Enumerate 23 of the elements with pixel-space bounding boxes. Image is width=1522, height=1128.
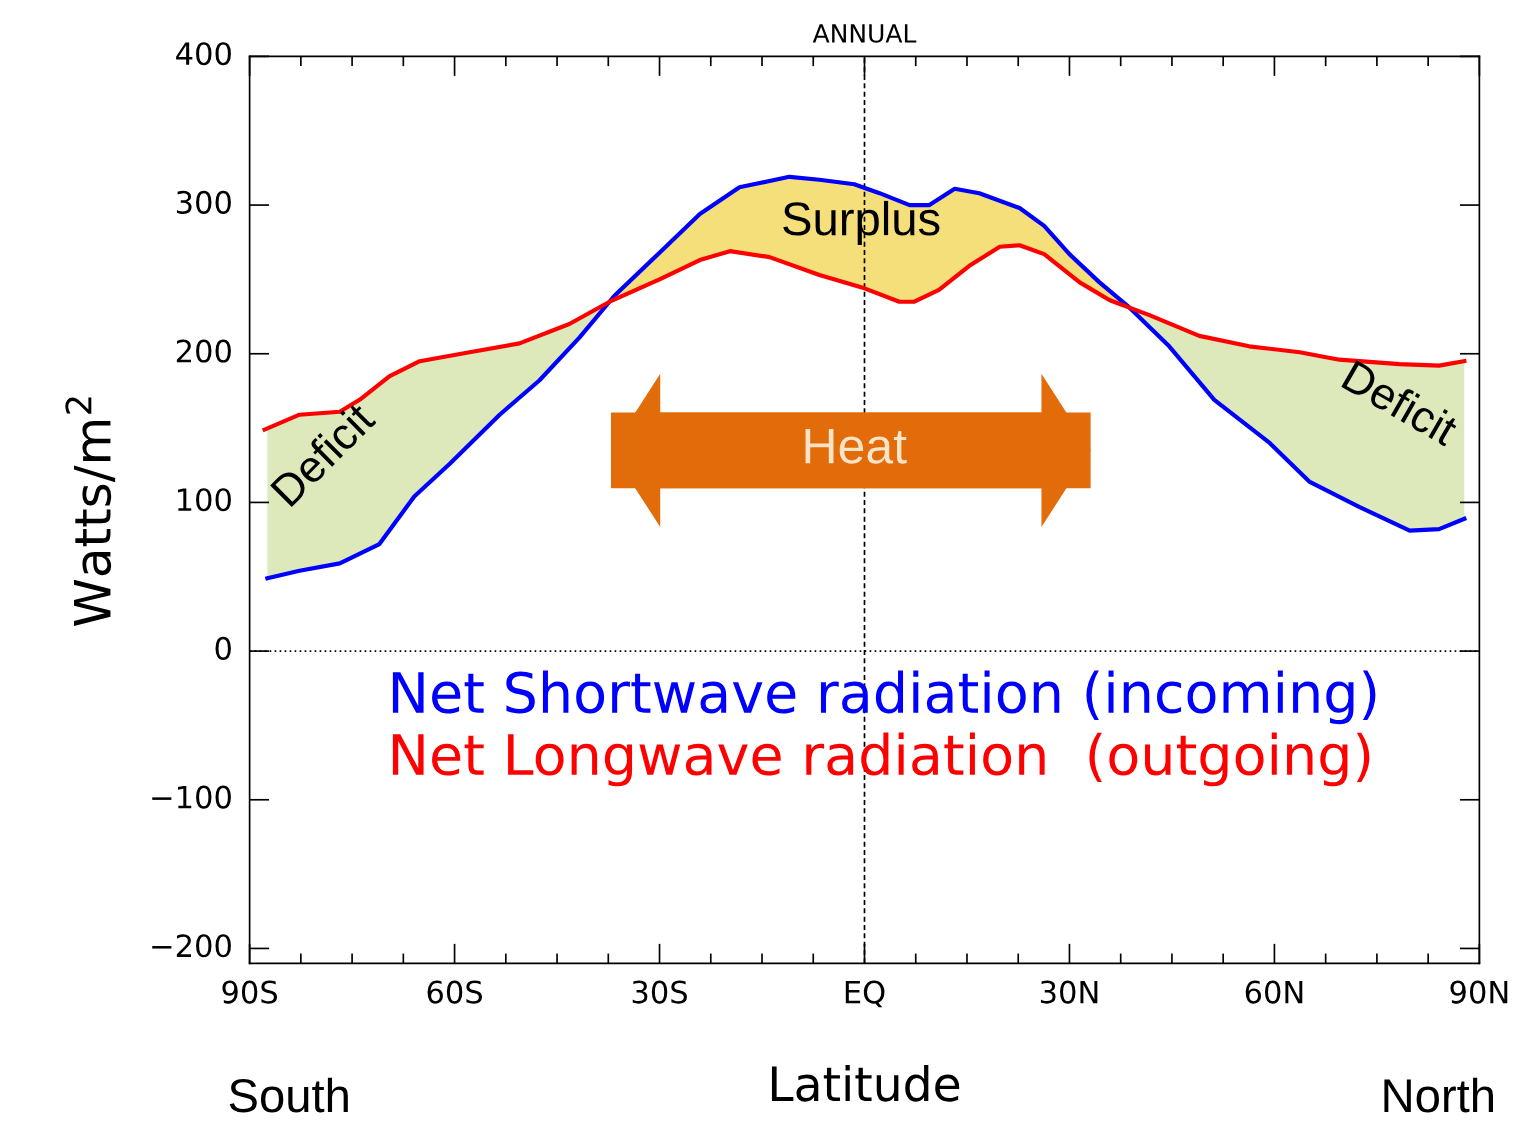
x-tick-label: 90S [222, 980, 278, 1004]
y-tick-label: 200 [176, 339, 231, 363]
text: Net Shortwave radiation (incoming) [392, 670, 1376, 725]
x-tick-label: 30S [632, 980, 687, 1004]
y-tick-label: 300 [176, 190, 231, 214]
y-axis-title: Watts/m$^{2}$ [65, 397, 116, 626]
x-tick-label: 30N [1040, 980, 1098, 1004]
annotation: Heat [805, 428, 907, 464]
y-tick-label: 100 [177, 488, 231, 512]
y-tick-label: −100 [152, 785, 231, 809]
x-tick-label: EQ [845, 980, 885, 1008]
x-tick-label: 90N [1450, 980, 1508, 1004]
text: North [1384, 1077, 1493, 1113]
y-tick-label: −200 [152, 934, 231, 958]
x-tick-label: 60S [427, 980, 483, 1004]
chart-title: ANNUAL [812, 24, 917, 43]
y-tick-label: 400 [176, 42, 231, 66]
x-axis-title: Latitude [771, 1065, 960, 1102]
text: Net Longwave radiation (outgoing) [392, 732, 1370, 787]
y-tick-label: 0 [215, 636, 231, 660]
annotation: Surplus [783, 200, 940, 245]
x-tick-label: 60N [1245, 980, 1303, 1004]
text: South [229, 1077, 348, 1113]
